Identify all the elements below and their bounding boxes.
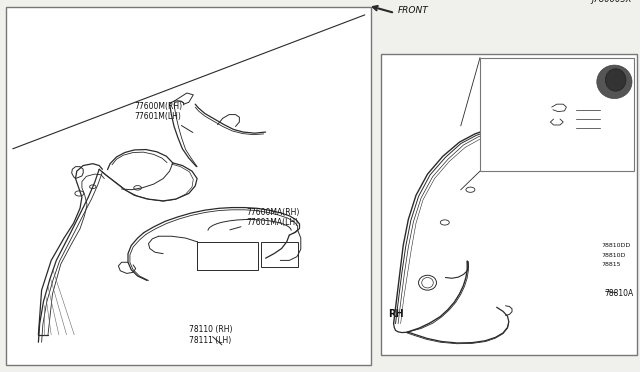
Text: 788101A: 788101A xyxy=(538,146,589,155)
Ellipse shape xyxy=(605,69,626,91)
Text: J780005X: J780005X xyxy=(592,0,632,4)
Text: 78810D: 78810D xyxy=(602,253,626,258)
Text: 78815: 78815 xyxy=(602,262,621,267)
Text: 78810DD: 78810DD xyxy=(602,243,631,248)
Bar xyxy=(197,242,258,270)
Ellipse shape xyxy=(596,65,632,99)
Text: 78810A: 78810A xyxy=(605,289,634,298)
Text: FRONT: FRONT xyxy=(398,6,429,15)
Bar xyxy=(6,7,371,365)
Ellipse shape xyxy=(419,275,436,290)
Text: RH: RH xyxy=(388,309,404,319)
Bar xyxy=(381,54,637,355)
Text: 78810: 78810 xyxy=(535,163,580,174)
Text: 77600M(RH)
77601M(LH): 77600M(RH) 77601M(LH) xyxy=(134,102,193,132)
Bar xyxy=(480,58,634,171)
Text: 77600MA(RH)
77601MA(LH): 77600MA(RH) 77601MA(LH) xyxy=(230,208,300,230)
Ellipse shape xyxy=(422,278,433,288)
Bar xyxy=(261,242,298,267)
Text: 78110 (RH)
78111 (LH): 78110 (RH) 78111 (LH) xyxy=(189,325,232,345)
